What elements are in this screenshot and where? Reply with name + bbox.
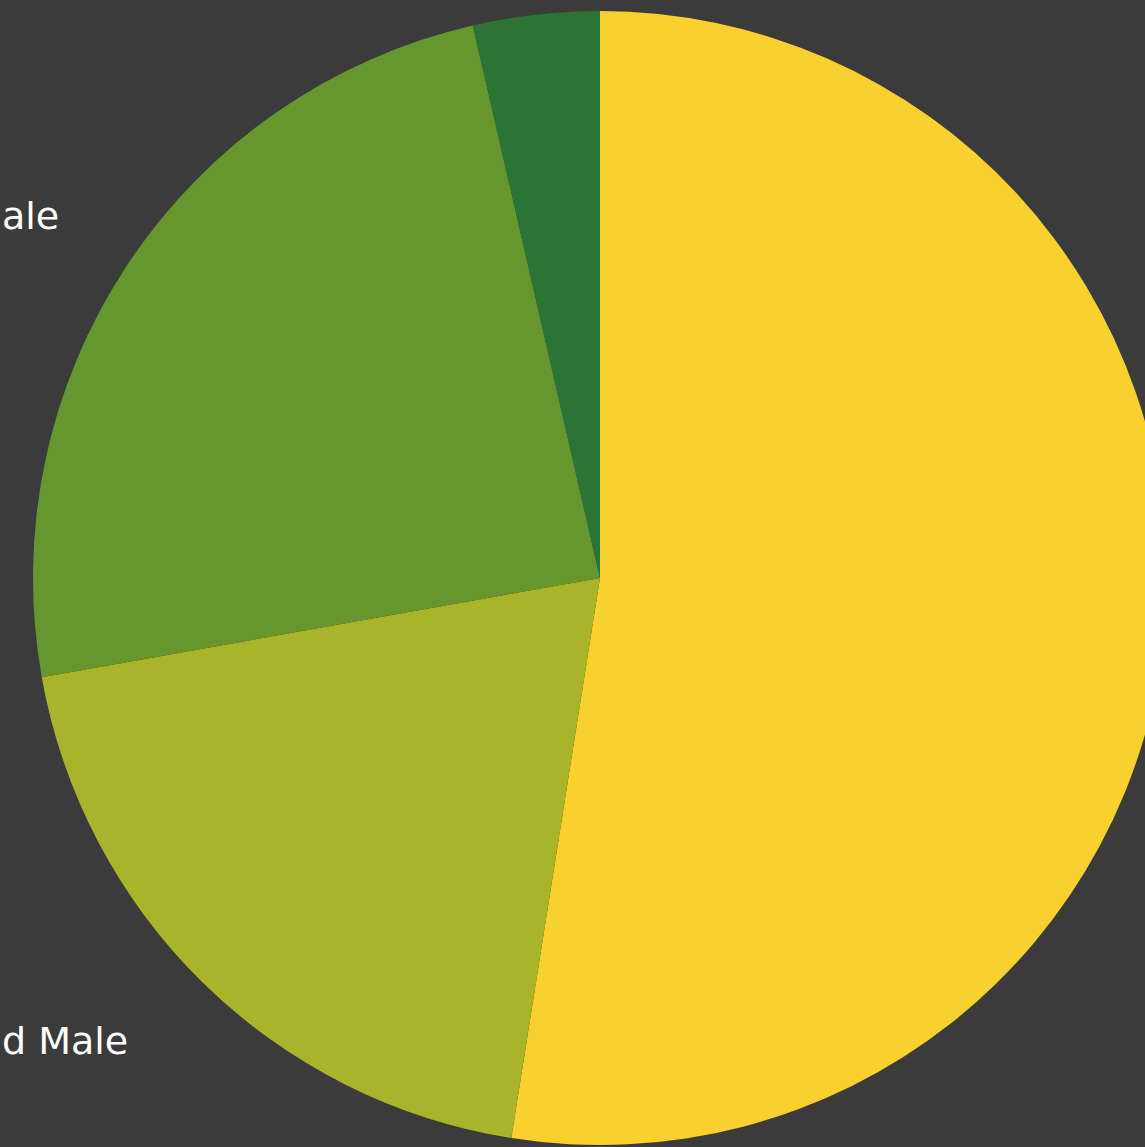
- slice-label: d Male: [2, 1019, 128, 1063]
- slice-label: ale: [2, 194, 59, 238]
- pie-slice: [511, 11, 1145, 1145]
- pie: [33, 11, 1145, 1145]
- chart: d Male ale: [0, 0, 1145, 1147]
- pie-slice: [473, 11, 600, 578]
